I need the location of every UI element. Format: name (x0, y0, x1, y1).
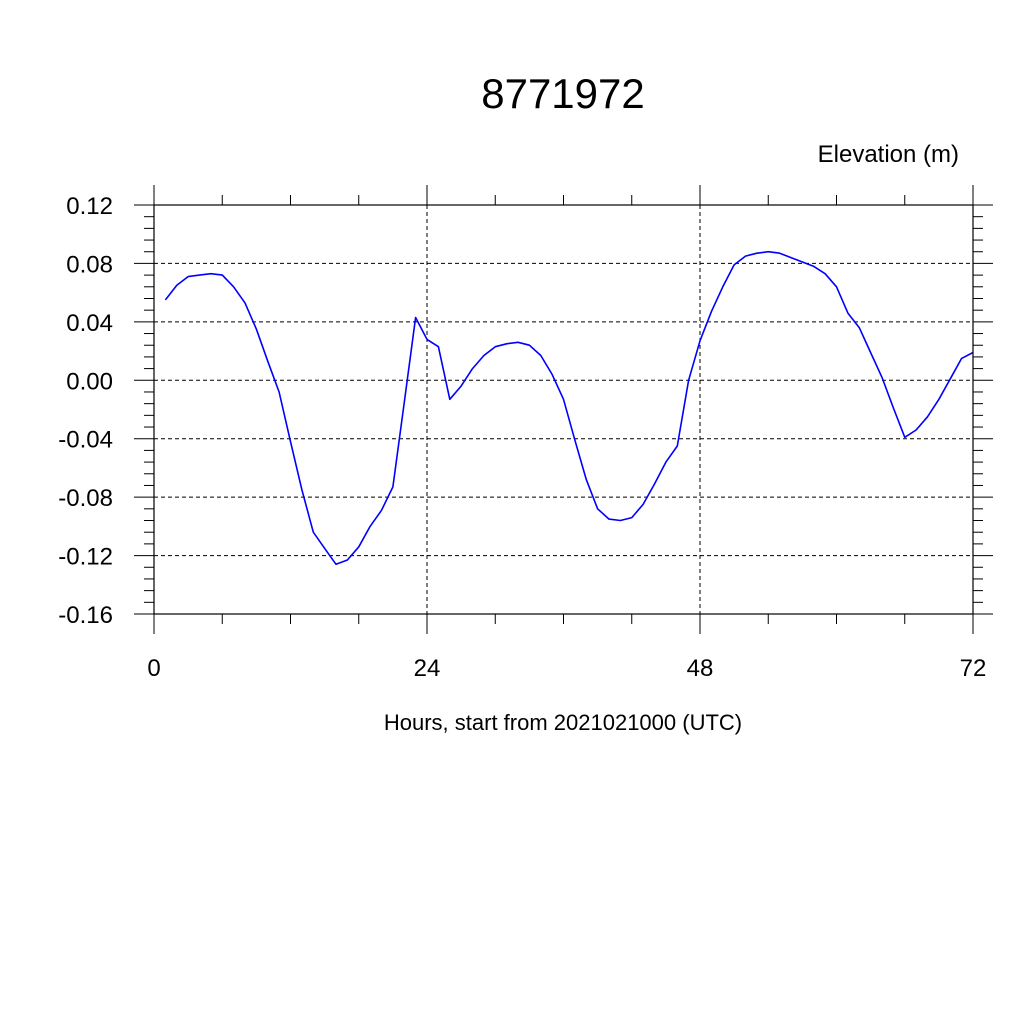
x-tick-labels: 0 24 48 72 (147, 655, 986, 682)
plot-frame (153, 204, 974, 615)
y-tick-label: 0.12 (66, 193, 113, 220)
y-tick-labels: -0.16 -0.12 -0.08 -0.04 0.00 0.04 0.08 0.12 (58, 193, 113, 629)
x-axis-label: Hours, start from 2021021000 (UTC) (384, 710, 742, 735)
ticks (134, 185, 993, 634)
grid (153, 204, 974, 615)
y-tick-label: -0.08 (58, 485, 113, 512)
y-tick-label: 0.00 (66, 368, 113, 395)
y-axis-label: Elevation (m) (818, 141, 959, 168)
x-tick-label: 24 (414, 655, 441, 682)
y-tick-label: -0.16 (58, 602, 113, 629)
series (164, 250, 974, 566)
y-tick-label: -0.12 (58, 544, 113, 571)
x-tick-label: 72 (960, 655, 987, 682)
y-tick-label: 0.08 (66, 251, 113, 278)
y-tick-label: -0.04 (58, 427, 113, 454)
x-tick-label: 48 (687, 655, 714, 682)
y-tick-label: 0.04 (66, 310, 113, 337)
x-tick-label: 0 (147, 655, 160, 682)
chart-title: 8771972 (481, 70, 645, 117)
elevation-line (164, 250, 974, 566)
